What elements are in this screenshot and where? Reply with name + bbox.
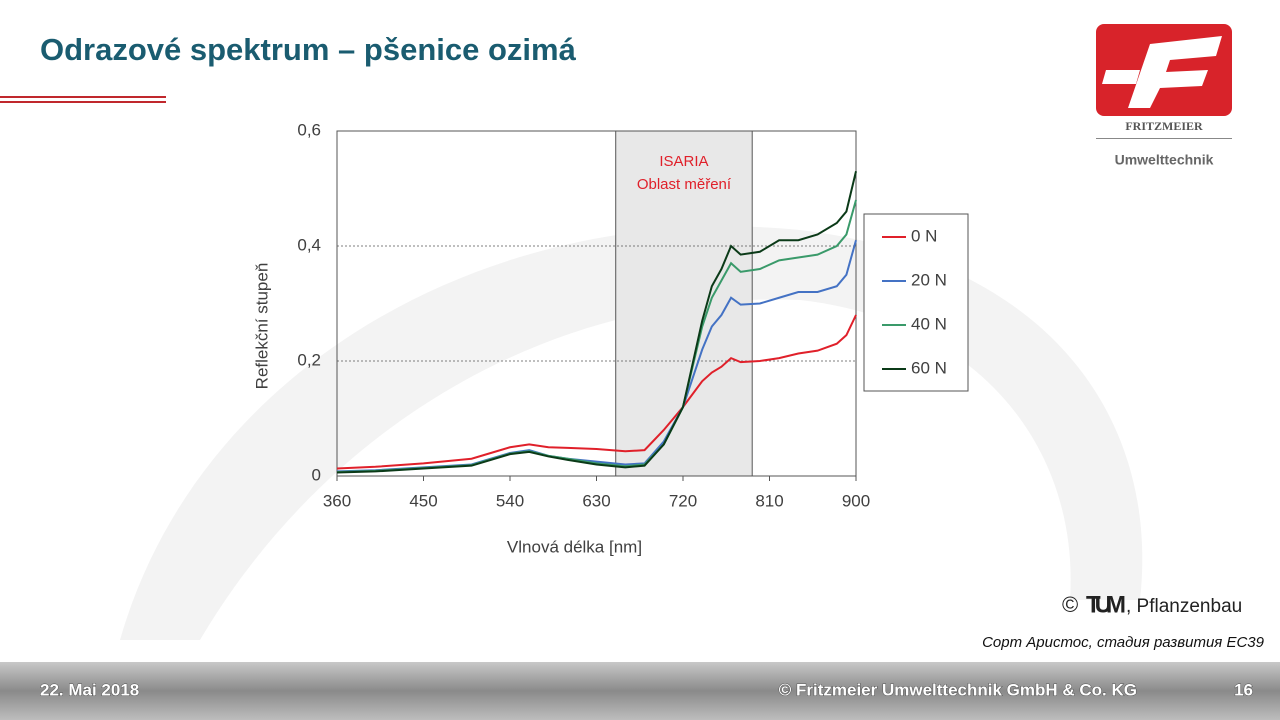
- logo: FRITZMEIER Umwelttechnik: [1096, 24, 1232, 168]
- legend-box: [863, 213, 969, 392]
- series-line: [336, 314, 857, 470]
- x-tick-label: 360: [323, 491, 351, 510]
- footer-date: 22. Mai 2018: [40, 680, 139, 699]
- x-tick-label: 900: [842, 491, 870, 510]
- footer-company: © Fritzmeier Umwelttechnik GmbH & Co. KG: [779, 680, 1137, 699]
- plot-frame: [336, 130, 857, 477]
- y-tick-label: 0,2: [297, 350, 321, 369]
- legend-label: 20 N: [911, 270, 947, 289]
- x-tick-label: 450: [409, 491, 437, 510]
- highlight-band: [615, 130, 753, 477]
- logo-mark: [1102, 36, 1222, 108]
- logo-rule: [1096, 138, 1232, 139]
- y-axis-label: Reflekční stupeň: [252, 263, 271, 390]
- credit-dept: , Pflanzenbau: [1126, 596, 1242, 617]
- highlight-label: Oblast měření: [637, 176, 732, 193]
- chart: ISARIA Oblast měření 0 0,2 0,4 0,6 360 450 540 63…: [252, 120, 969, 556]
- copyright: ©: [1062, 592, 1078, 617]
- y-tick-label: 0,6: [297, 120, 321, 139]
- series-line: [336, 171, 857, 474]
- rule: [0, 101, 166, 103]
- slide-title: Odrazové spektrum – pšenice ozimá: [40, 32, 577, 67]
- logo-name: FRITZMEIER: [1125, 119, 1203, 133]
- footer-page: 16: [1234, 680, 1253, 699]
- tum-logo: TUM: [1086, 591, 1126, 618]
- x-tick-label: 630: [582, 491, 610, 510]
- y-tick-label: 0,4: [297, 235, 321, 254]
- legend-label: 0 N: [911, 226, 937, 245]
- x-axis-label: Vlnová délka [nm]: [507, 537, 642, 556]
- credit-note: Сорт Аристос, стадия развития EC39: [982, 634, 1265, 651]
- legend-label: 40 N: [911, 314, 947, 333]
- x-tick-label: 720: [669, 491, 697, 510]
- logo-sub: Umwelttechnik: [1115, 152, 1214, 168]
- legend-label: 60 N: [911, 358, 947, 377]
- x-tick-label: 540: [496, 491, 524, 510]
- watermark: [120, 226, 1143, 640]
- highlight-label: ISARIA: [659, 153, 708, 170]
- x-tick-label: 810: [755, 491, 783, 510]
- footer-bar: [0, 662, 1280, 720]
- rule: [0, 96, 166, 98]
- y-tick-label: 0: [312, 465, 321, 484]
